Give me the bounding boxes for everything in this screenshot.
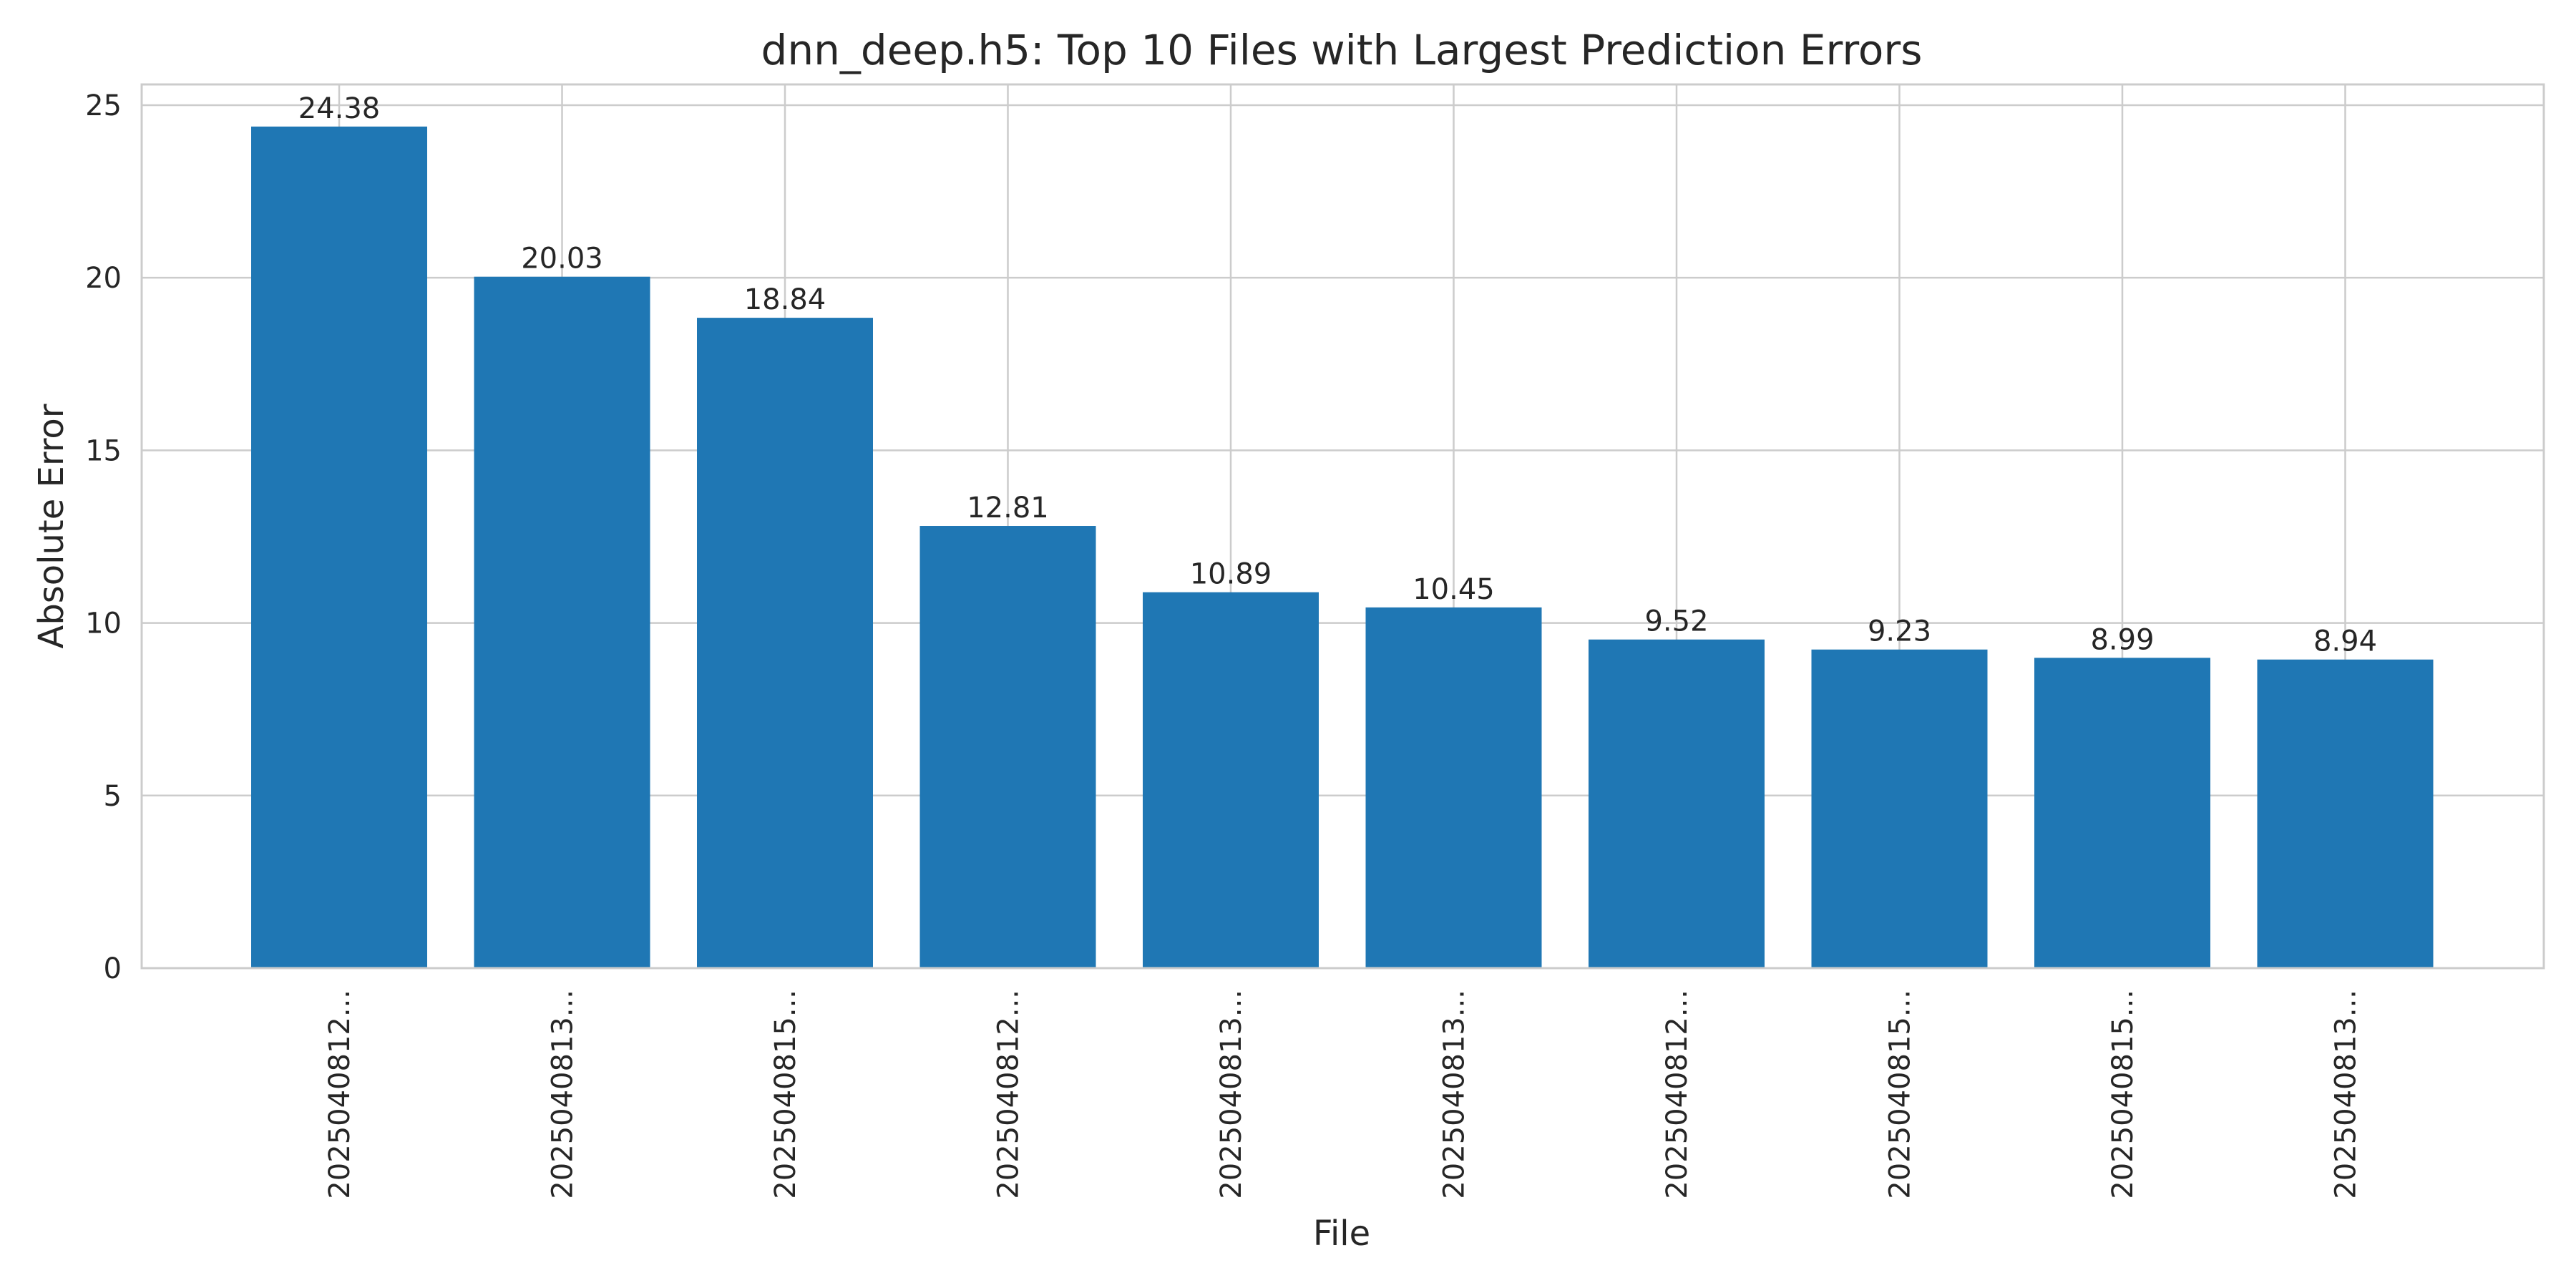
- y-tick-label: 0: [104, 952, 122, 985]
- x-tick-label: 2025040815...: [2107, 990, 2140, 1199]
- bar: [2257, 659, 2434, 968]
- x-tick-label: 2025040815...: [1884, 990, 1917, 1199]
- chart-title: dnn_deep.h5: Top 10 Files with Largest P…: [761, 26, 1923, 74]
- bar-value-label: 10.89: [1190, 558, 1272, 591]
- bar: [1589, 639, 1765, 968]
- bar-value-label: 9.52: [1644, 605, 1708, 638]
- x-tick-label: 2025040812...: [323, 990, 356, 1199]
- bar-value-label: 24.38: [298, 92, 381, 125]
- x-tick-labels: 2025040812... 2025040813... 2025040815... 2…: [323, 990, 2363, 1199]
- bar-value-label: 18.84: [744, 283, 826, 316]
- bar: [1811, 649, 1988, 968]
- x-tick-label: 2025040812...: [1661, 990, 1694, 1199]
- x-tick-label: 2025040813...: [2330, 990, 2363, 1199]
- bars: [251, 126, 2434, 968]
- y-tick-label: 10: [85, 608, 122, 640]
- x-tick-label: 2025040812...: [992, 990, 1025, 1199]
- bar: [697, 318, 873, 968]
- plot-frame: [140, 83, 2545, 970]
- bar: [474, 276, 650, 968]
- x-tick-label: 2025040813...: [1438, 990, 1471, 1199]
- bar-value-label: 20.03: [521, 243, 603, 275]
- x-tick-label: 2025040815...: [769, 990, 802, 1199]
- x-tick-label: 2025040813...: [547, 990, 580, 1199]
- bar-value-label: 10.45: [1413, 573, 1495, 606]
- bar-value-label: 8.94: [2313, 625, 2377, 658]
- bar-value-labels: 24.38 20.03 18.84 12.81 10.89 10.45 9.52 9.23 8.…: [298, 92, 2377, 658]
- y-tick-label: 20: [85, 262, 122, 295]
- y-tick-label: 25: [85, 89, 122, 122]
- bar: [1143, 592, 1319, 968]
- y-tick-label: 15: [85, 434, 122, 467]
- x-axis-label: File: [1313, 1214, 1370, 1254]
- bar-value-label: 12.81: [967, 492, 1049, 525]
- bar-value-label: 9.23: [1868, 615, 1931, 648]
- y-tick-label: 5: [104, 780, 122, 813]
- bar: [919, 526, 1096, 968]
- bar: [1365, 607, 1542, 968]
- y-axis-label: Absolute Error: [31, 404, 72, 648]
- y-tick-labels: 0 5 10 15 20 25: [85, 89, 122, 985]
- bar: [251, 126, 427, 968]
- x-tick-label: 2025040813...: [1215, 990, 1248, 1199]
- bar: [2034, 658, 2210, 968]
- bar-value-label: 8.99: [2090, 623, 2154, 656]
